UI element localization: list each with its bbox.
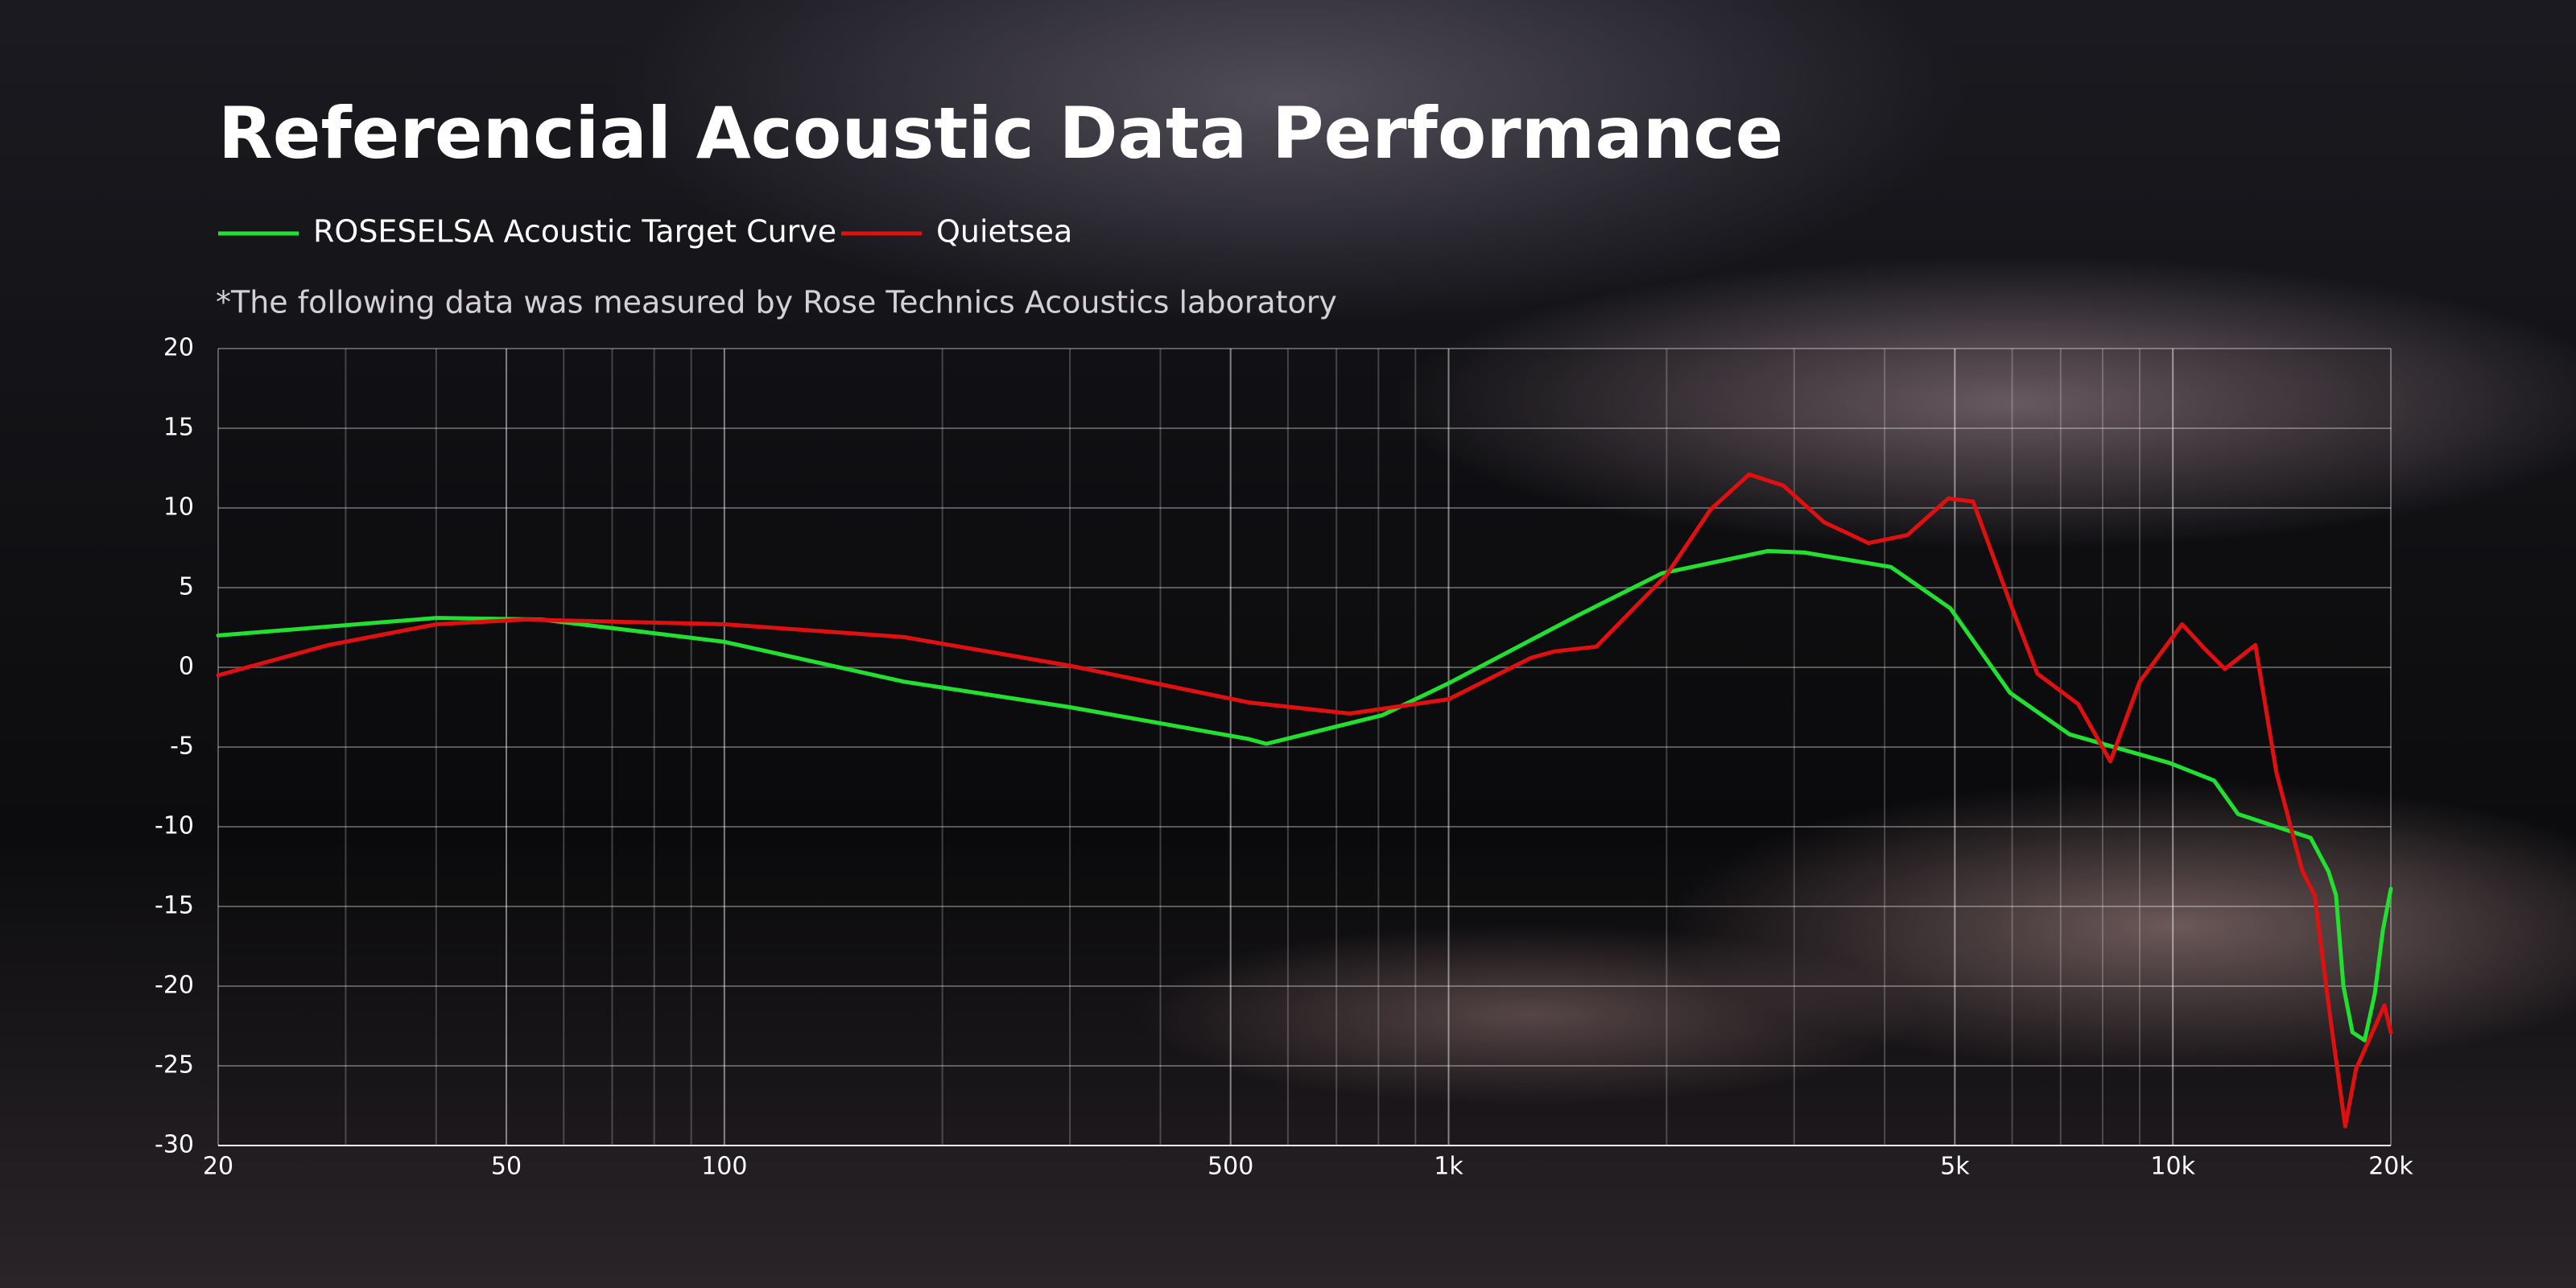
x-tick-label: 5k [1940, 1153, 1970, 1181]
legend-label: ROSESELSA Acoustic Target Curve [313, 214, 836, 250]
x-tick-label: 100 [701, 1153, 747, 1181]
plot-area [218, 349, 2391, 1146]
y-tick-label: -15 [155, 892, 194, 920]
x-tick-label: 10k [2150, 1153, 2195, 1181]
x-tick-label: 20k [2368, 1153, 2413, 1181]
y-tick-label: 5 [179, 573, 194, 601]
y-tick-label: -5 [170, 733, 194, 761]
y-tick-label: 0 [179, 653, 194, 681]
y-tick-label: -25 [155, 1051, 194, 1080]
x-tick-label: 50 [491, 1153, 522, 1181]
x-tick-label: 20 [203, 1153, 233, 1181]
x-tick-label: 1k [1434, 1153, 1463, 1181]
data-line [216, 549, 2393, 1042]
y-tick-label: -10 [155, 812, 194, 840]
y-tick-label: -30 [155, 1131, 194, 1159]
y-tick-label: 15 [163, 414, 194, 442]
y-tick-label: 10 [163, 493, 194, 522]
data-line [216, 472, 2393, 1129]
y-tick-label: -20 [155, 972, 194, 1000]
y-tick-label: 20 [163, 334, 194, 362]
chart-subtitle: *The following data was measured by Rose… [216, 285, 1337, 320]
legend-label: Quietsea [936, 214, 1072, 250]
chart-title: Referencial Acoustic Data Performance [218, 92, 1783, 175]
x-tick-label: 500 [1208, 1153, 1253, 1181]
